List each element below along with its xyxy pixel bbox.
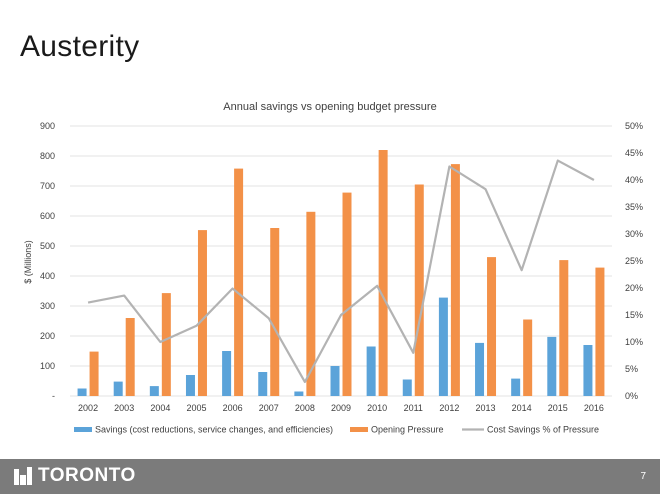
x-tick-label: 2002: [78, 403, 98, 413]
savings-bar: [366, 346, 376, 396]
y-tick-label: 300: [40, 301, 55, 311]
footer-bar: TORONTO 7: [0, 459, 660, 494]
y-axis-ticks: - 100 200 300 400 500 600 700 800 900: [40, 121, 55, 401]
y2-tick-label: 35%: [625, 202, 643, 212]
savings-bar: [402, 379, 412, 396]
y2-tick-label: 0%: [625, 391, 638, 401]
pressure-bar: [234, 168, 244, 396]
y2-tick-label: 5%: [625, 364, 638, 374]
city-hall-icon: [14, 467, 32, 485]
percent-line-series: [87, 159, 595, 384]
savings-bar: [77, 388, 87, 396]
secondary-y-axis-ticks: 0% 5% 10% 15% 20% 25% 30% 35% 40% 45% 50%: [625, 121, 643, 401]
y-tick-label: 800: [40, 151, 55, 161]
y-tick-label: 200: [40, 331, 55, 341]
savings-bar: [547, 336, 557, 396]
y2-tick-label: 40%: [625, 175, 643, 185]
slide-title: Austerity: [20, 30, 140, 63]
savings-bar: [222, 351, 232, 396]
y-tick-label: 600: [40, 211, 55, 221]
combo-chart: Annual savings vs opening budget pressur…: [23, 101, 643, 435]
x-tick-label: 2010: [367, 403, 387, 413]
bar-marks: [77, 150, 605, 396]
pressure-bar: [342, 192, 352, 396]
x-tick-label: 2003: [114, 403, 134, 413]
legend-swatch: [350, 427, 368, 432]
savings-bar: [185, 375, 195, 396]
y-axis-label: $ (Millions): [23, 240, 33, 284]
x-tick-label: 2006: [223, 403, 243, 413]
pressure-bar: [161, 293, 171, 396]
pressure-bar: [414, 184, 424, 396]
pressure-bar: [595, 267, 605, 396]
y2-tick-label: 20%: [625, 283, 643, 293]
pressure-bar: [306, 211, 316, 396]
pressure-bar: [89, 351, 99, 396]
x-tick-label: 2008: [295, 403, 315, 413]
y2-tick-label: 45%: [625, 148, 643, 158]
x-tick-label: 2015: [548, 403, 568, 413]
x-tick-label: 2009: [331, 403, 351, 413]
toronto-logo: TORONTO: [12, 464, 136, 488]
x-tick-label: 2012: [439, 403, 459, 413]
x-tick-label: 2004: [150, 403, 170, 413]
savings-bar: [511, 378, 521, 396]
pressure-bar: [270, 228, 280, 396]
savings-bar: [330, 366, 340, 396]
chart-title: Annual savings vs opening budget pressur…: [223, 101, 436, 113]
savings-bar: [438, 297, 448, 396]
legend-label: Opening Pressure: [371, 425, 444, 435]
pressure-bar: [197, 230, 207, 396]
savings-bar: [294, 391, 304, 396]
logo-wordmark: TORONTO: [38, 465, 136, 486]
pressure-bar: [523, 319, 533, 396]
legend-swatch: [74, 427, 92, 432]
legend-label: Cost Savings % of Pressure: [487, 425, 599, 435]
pressure-bar: [378, 150, 388, 396]
pressure-bar: [125, 318, 135, 396]
y2-tick-label: 30%: [625, 229, 643, 239]
savings-bar: [583, 345, 593, 396]
x-tick-label: 2014: [512, 403, 532, 413]
x-tick-label: 2013: [476, 403, 496, 413]
legend-label: Savings (cost reductions, service change…: [95, 425, 333, 435]
x-tick-label: 2005: [186, 403, 206, 413]
pressure-bar: [450, 164, 460, 396]
y-tick-label: 100: [40, 361, 55, 371]
pressure-bar: [559, 260, 569, 396]
x-tick-label: 2016: [584, 403, 604, 413]
x-tick-label: 2007: [259, 403, 279, 413]
y-tick-label: 400: [40, 271, 55, 281]
legend: Savings (cost reductions, service change…: [74, 425, 599, 435]
gridlines: [70, 125, 612, 397]
y-tick-label: 500: [40, 241, 55, 251]
savings-bar: [113, 381, 123, 396]
y2-tick-label: 25%: [625, 256, 643, 266]
y2-tick-label: 10%: [625, 337, 643, 347]
y-tick-label: -: [52, 391, 55, 401]
pressure-bar: [487, 257, 497, 396]
y2-tick-label: 15%: [625, 310, 643, 320]
y-tick-label: 900: [40, 121, 55, 131]
page-number: 7: [640, 471, 646, 482]
x-axis-ticks: 2002 2003 2004 2005 2006 2007 2008 2009 2010 2011…: [78, 403, 604, 413]
savings-bar: [258, 372, 268, 396]
savings-bar: [149, 386, 159, 396]
percent-line: [87, 159, 595, 384]
x-tick-label: 2011: [404, 403, 423, 413]
y2-tick-label: 50%: [625, 121, 643, 131]
savings-bar: [475, 342, 485, 396]
y-tick-label: 700: [40, 181, 55, 191]
